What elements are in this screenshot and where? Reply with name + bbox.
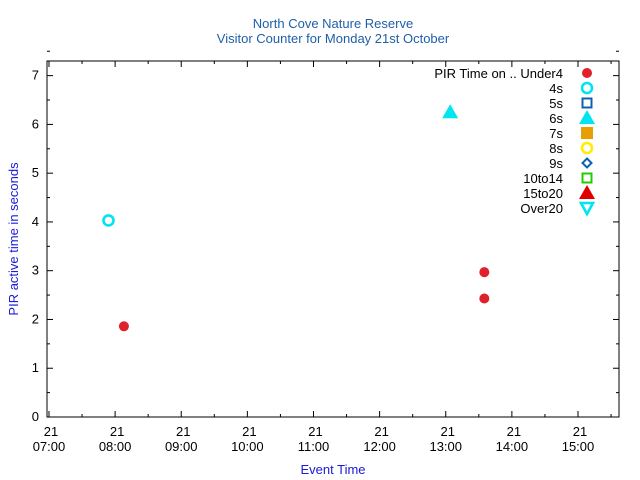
- legend-marker-under4: [582, 68, 592, 78]
- legend: PIR Time on .. Under44s5s6s7s8s9s10to141…: [434, 66, 596, 217]
- x-tick-label-time: 08:00: [99, 439, 132, 454]
- data-point-under4: [479, 293, 490, 304]
- legend-marker-10to14: [581, 172, 593, 184]
- x-axis-label: Event Time: [300, 462, 365, 477]
- legend-marker-7s: [581, 127, 593, 139]
- y-tick-label: 2: [32, 311, 39, 326]
- legend-marker-9s: [581, 157, 593, 169]
- x-tick-label-day: 21: [110, 424, 124, 439]
- x-tick-label-day: 21: [44, 424, 58, 439]
- y-tick-label: 4: [32, 214, 39, 229]
- chart-title: North Cove Nature Reserve: [253, 16, 413, 31]
- legend-label: 5s: [549, 96, 563, 111]
- legend-label: 10to14: [523, 171, 563, 186]
- x-tick-label-day: 21: [176, 424, 190, 439]
- legend-label: Over20: [520, 201, 563, 216]
- legend-label: 4s: [549, 81, 563, 96]
- legend-marker-8s: [580, 141, 594, 155]
- axes: 012345672107:002108:002109:002110:002111…: [32, 50, 619, 454]
- legend-marker-6s: [579, 110, 595, 124]
- legend-label: 8s: [549, 141, 563, 156]
- x-tick-label-time: 12:00: [363, 439, 396, 454]
- y-tick-label: 1: [32, 360, 39, 375]
- y-axis-label: PIR active time in seconds: [6, 162, 21, 316]
- y-tick-label: 0: [32, 409, 39, 424]
- data-points: [102, 104, 490, 332]
- data-point-4s: [102, 214, 115, 227]
- legend-label: 7s: [549, 126, 563, 141]
- legend-label: PIR Time on .. Under4: [434, 66, 563, 81]
- data-point-under4: [479, 267, 490, 278]
- data-point-6s: [442, 104, 459, 119]
- y-tick-label: 7: [32, 68, 39, 83]
- legend-label: 6s: [549, 111, 563, 126]
- legend-label: 15to20: [523, 186, 563, 201]
- x-tick-label-time: 10:00: [231, 439, 264, 454]
- x-tick-label-day: 21: [573, 424, 587, 439]
- x-tick-label-time: 11:00: [298, 439, 330, 454]
- x-tick-label-day: 21: [242, 424, 256, 439]
- x-tick-label-day: 21: [507, 424, 521, 439]
- legend-marker-15to20: [579, 185, 595, 199]
- y-tick-label: 5: [32, 165, 39, 180]
- plot-frame: [46, 60, 620, 418]
- x-tick-label-day: 21: [374, 424, 388, 439]
- x-tick-label-time: 13:00: [429, 439, 462, 454]
- legend-marker-over20: [578, 201, 596, 217]
- y-tick-label: 6: [32, 116, 39, 131]
- chart-subtitle: Visitor Counter for Monday 21st October: [217, 31, 450, 46]
- x-tick-label-time: 07:00: [33, 439, 66, 454]
- data-point-under4: [118, 321, 129, 332]
- x-tick-label-time: 15:00: [562, 439, 595, 454]
- x-tick-label-day: 21: [441, 424, 455, 439]
- x-tick-label-time: 09:00: [165, 439, 198, 454]
- legend-marker-4s: [580, 81, 594, 95]
- legend-marker-5s: [581, 97, 593, 109]
- x-tick-label-day: 21: [308, 424, 322, 439]
- legend-label: 9s: [549, 156, 563, 171]
- x-tick-label-time: 14:00: [496, 439, 529, 454]
- y-tick-label: 3: [32, 263, 39, 278]
